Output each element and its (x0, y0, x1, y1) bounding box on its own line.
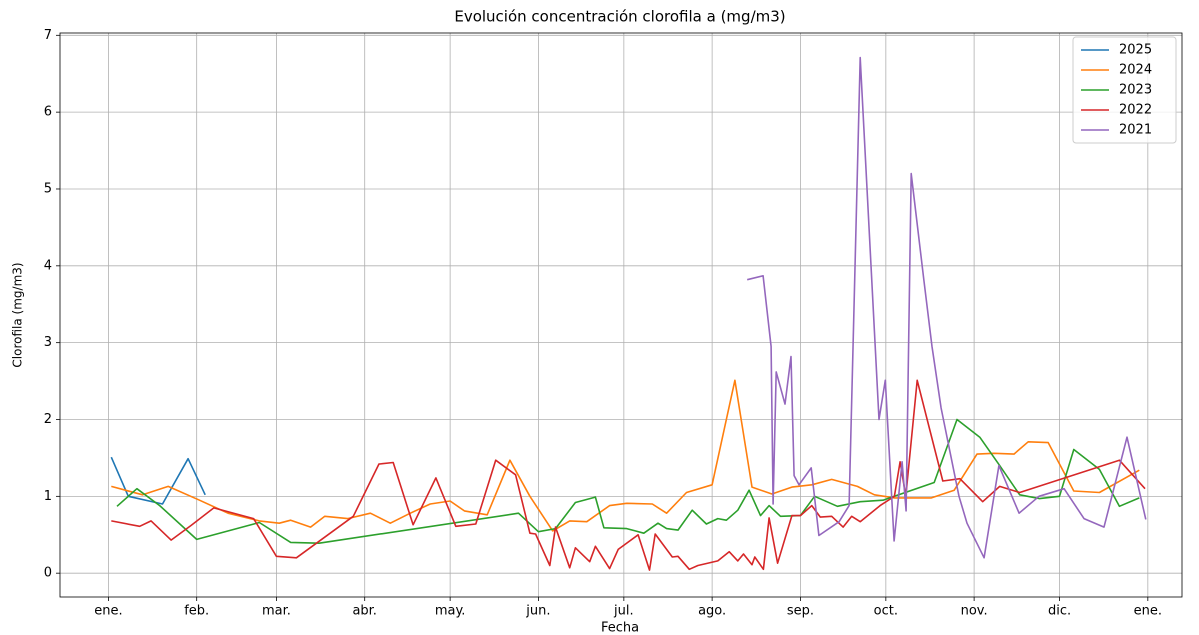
plot-frame (59, 32, 1183, 598)
x-tick-label: ene. (1134, 604, 1162, 619)
series-line (747, 56, 1147, 559)
x-tick-label: oct. (874, 604, 898, 619)
legend-label: 2023 (1119, 83, 1152, 98)
x-tick-label: dic. (1048, 604, 1071, 619)
y-tick-label: 7 (44, 28, 52, 43)
chart-title: Evolución concentración clorofila a (mg/… (454, 8, 785, 26)
y-tick-label: 5 (44, 181, 52, 196)
legend-label: 2022 (1119, 103, 1152, 118)
x-tick-label: jul. (613, 604, 634, 619)
y-tick-label: 0 (44, 566, 52, 581)
x-tick-label: jun. (525, 604, 550, 619)
legend-box (1072, 36, 1177, 144)
x-tick-label: ago. (698, 604, 726, 619)
y-tick-label: 2 (44, 412, 52, 427)
series-line (111, 379, 1140, 532)
x-tick-label: may. (435, 604, 466, 619)
x-tick-label: feb. (184, 604, 209, 619)
y-tick-label: 1 (44, 489, 52, 504)
legend-label: 2021 (1119, 123, 1152, 138)
series-line (111, 379, 1146, 571)
x-tick-label: abr. (352, 604, 377, 619)
series-line (110, 456, 206, 505)
y-tick-label: 3 (44, 335, 52, 350)
y-tick-label: 4 (44, 258, 52, 273)
series-line (116, 418, 1140, 545)
x-tick-label: ene. (94, 604, 122, 619)
x-tick-label: sep. (787, 604, 814, 619)
x-tick-label: nov. (961, 604, 988, 619)
legend-label: 2024 (1119, 63, 1152, 78)
y-axis-label: Clorofila (mg/m3) (11, 262, 25, 367)
x-tick-label: mar. (262, 604, 291, 619)
legend-label: 2025 (1119, 43, 1152, 58)
x-axis-label: Fecha (601, 621, 639, 635)
y-tick-label: 6 (44, 105, 52, 120)
